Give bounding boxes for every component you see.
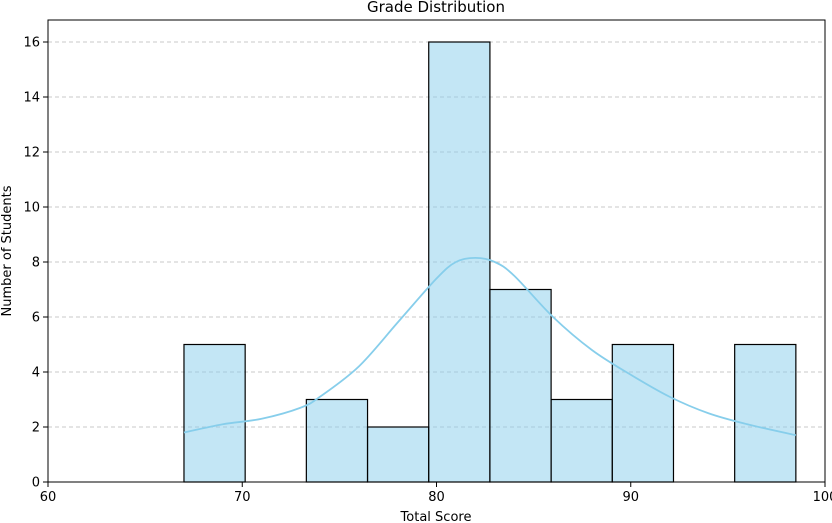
x-tick-label-70: 70: [234, 490, 251, 505]
x-tick-label-80: 80: [428, 490, 445, 505]
x-tick-label-60: 60: [40, 490, 57, 505]
ticks-layer: 60 70 80 90 100 0 2 4 6 8 10 12 14 16: [23, 36, 832, 506]
y-tick-label-10: 10: [23, 201, 40, 216]
y-tick-label-4: 4: [32, 366, 40, 381]
histogram-bar-4: [366, 426, 430, 483]
y-tick-label-14: 14: [23, 91, 40, 106]
y-tick-label-0: 0: [32, 476, 40, 491]
histogram-bar-8: [611, 343, 675, 483]
y-tick-label-16: 16: [23, 36, 40, 51]
y-tick-label-2: 2: [32, 421, 40, 436]
histogram-bar-3: [305, 398, 369, 483]
histogram-bar-7: [550, 398, 613, 483]
y-tick-label-8: 8: [32, 256, 40, 271]
y-tick-label-12: 12: [23, 146, 40, 161]
bars-layer: [183, 41, 797, 483]
y-tick-label-6: 6: [32, 311, 40, 326]
kde-curve: [183, 256, 797, 437]
x-tick-label-100: 100: [813, 490, 832, 505]
x-tick-label-90: 90: [622, 490, 639, 505]
y-axis-title: Number of Students: [0, 185, 15, 316]
histogram-bar-5: [428, 41, 491, 483]
kde-layer: [183, 256, 797, 437]
chart-title: Grade Distribution: [367, 0, 505, 16]
histogram-bar-1: [183, 343, 246, 483]
histogram-bar-10: [734, 343, 797, 483]
histogram-bar-6: [489, 288, 552, 483]
x-axis-title: Total Score: [400, 510, 472, 523]
